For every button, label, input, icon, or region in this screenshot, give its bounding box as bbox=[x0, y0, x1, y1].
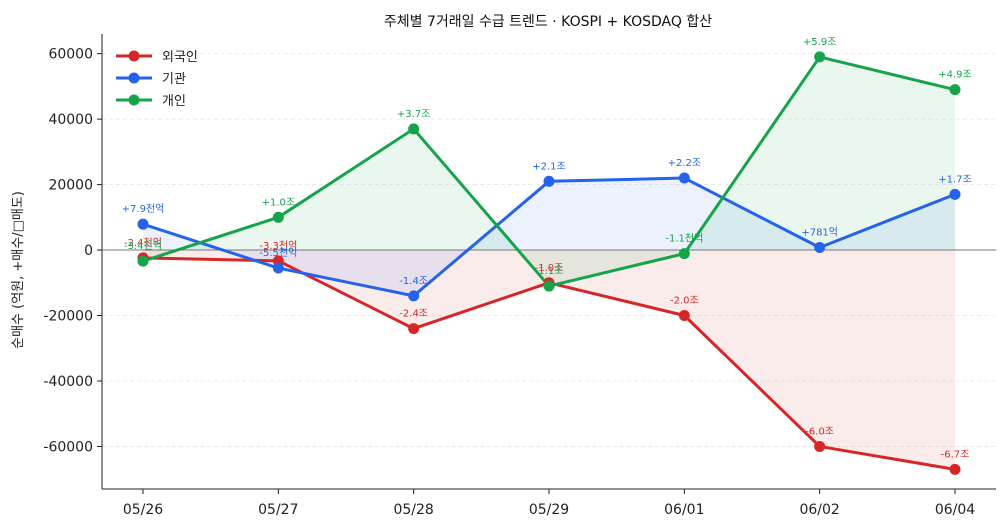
data-label: -1.0조 bbox=[535, 263, 564, 274]
data-label: +2.1조 bbox=[532, 161, 565, 172]
data-label: -3.4천억 bbox=[124, 240, 162, 252]
data-label: -6.7조 bbox=[941, 449, 970, 460]
data-label: -5.5천억 bbox=[259, 247, 297, 259]
data-label: -3.3천억 bbox=[259, 240, 297, 252]
data-point bbox=[678, 310, 690, 322]
data-label: +1.7조 bbox=[938, 174, 971, 185]
data-label: +2.2조 bbox=[668, 158, 701, 169]
data-label: -1.1천억 bbox=[665, 233, 703, 245]
area-fills bbox=[143, 56, 955, 470]
area-fill-3 bbox=[143, 56, 955, 287]
y-tick-label: -60000 bbox=[43, 439, 93, 455]
data-point bbox=[814, 51, 826, 63]
data-label: -6.0조 bbox=[805, 426, 834, 437]
data-point bbox=[408, 123, 420, 135]
data-points bbox=[137, 51, 961, 475]
data-point bbox=[949, 463, 961, 475]
data-point bbox=[137, 255, 149, 267]
data-label: +1.0조 bbox=[262, 197, 295, 208]
data-point bbox=[137, 218, 149, 230]
data-point bbox=[272, 262, 284, 274]
y-tick-label: 40000 bbox=[48, 112, 93, 128]
y-tick-label: 20000 bbox=[48, 178, 93, 194]
y-tick-label: 60000 bbox=[48, 47, 93, 63]
legend-marker-1 bbox=[128, 50, 140, 62]
y-tick-label: -40000 bbox=[43, 374, 93, 390]
data-label: -1.1조 bbox=[535, 266, 564, 277]
x-tick-label: 05/29 bbox=[529, 502, 569, 518]
data-labels: -2.4천억 -3.3천억 -2.4조 -1.0조 -2.0조 -6.0조 -6.7조 +7.… bbox=[122, 37, 972, 460]
data-point bbox=[949, 188, 961, 200]
legend-marker-2 bbox=[128, 72, 140, 84]
data-label: +4.9조 bbox=[938, 70, 971, 81]
y-axis-label: 순매수 (억원, +매수/□매도) bbox=[11, 191, 26, 349]
x-tick-label: 05/26 bbox=[123, 502, 163, 518]
data-point bbox=[949, 84, 961, 96]
x-tick-label: 05/27 bbox=[258, 502, 298, 518]
data-point bbox=[543, 175, 555, 187]
data-label: -2.0조 bbox=[670, 296, 699, 307]
axes: -60000 -40000 -20000 0 20000 40000 60000 05/26 0… bbox=[43, 34, 996, 518]
legend-marker-3 bbox=[128, 94, 140, 106]
data-point bbox=[543, 280, 555, 292]
data-label: +5.9조 bbox=[803, 37, 836, 48]
data-point bbox=[272, 211, 284, 223]
data-label: -2.4조 bbox=[399, 309, 428, 320]
y-tick-label: 0 bbox=[84, 243, 93, 259]
x-tick-label: 06/02 bbox=[799, 502, 839, 518]
data-point bbox=[814, 241, 826, 253]
data-point bbox=[408, 290, 420, 302]
area-fill-2 bbox=[143, 178, 955, 296]
chart-title: 주체별 7거래일 수급 트렌드 · KOSPI + KOSDAQ 합산 bbox=[384, 14, 712, 30]
x-tick-label: 06/04 bbox=[935, 502, 975, 518]
data-label: -1.4조 bbox=[399, 276, 428, 287]
legend-label: 기관 bbox=[162, 72, 186, 87]
legend-label: 개인 bbox=[162, 94, 186, 109]
data-label: +781억 bbox=[801, 226, 838, 238]
data-label: +3.7조 bbox=[397, 109, 430, 120]
x-tick-label: 06/01 bbox=[664, 502, 704, 518]
data-point bbox=[678, 248, 690, 260]
legend-label: 외국인 bbox=[162, 50, 198, 65]
data-point bbox=[814, 440, 826, 452]
y-tick-label: -20000 bbox=[43, 309, 93, 325]
data-label: +7.9천억 bbox=[122, 203, 165, 215]
data-point bbox=[408, 323, 420, 335]
area-fill-1 bbox=[143, 250, 955, 470]
data-label: -2.4천억 bbox=[124, 237, 162, 249]
x-tick-label: 05/28 bbox=[393, 502, 433, 518]
data-point bbox=[678, 172, 690, 184]
